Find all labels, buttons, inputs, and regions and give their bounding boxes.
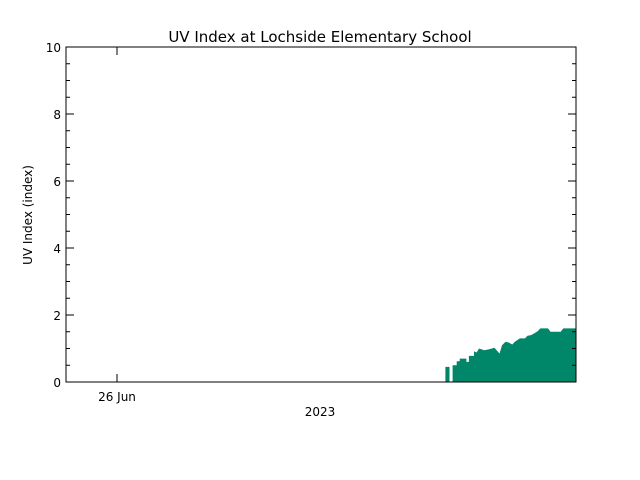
y-tick-label: 10	[46, 41, 61, 55]
y-tick-label: 4	[53, 242, 61, 256]
plot-frame	[65, 46, 577, 383]
y-tick-label: 0	[53, 376, 61, 390]
x-axis-label: 2023	[305, 405, 336, 419]
y-tick-label: 8	[53, 108, 61, 122]
y-axis-label: UV Index (index)	[21, 165, 35, 265]
y-tick-label: 2	[53, 309, 61, 323]
plot-area: 0 2 4 6 8 10 26 Jun	[46, 41, 577, 404]
x-tick-label: 26 Jun	[98, 390, 136, 404]
chart-title: UV Index at Lochside Elementary School	[168, 28, 471, 46]
y-tick-label: 6	[53, 175, 61, 189]
uv-area-series-0	[445, 328, 576, 382]
